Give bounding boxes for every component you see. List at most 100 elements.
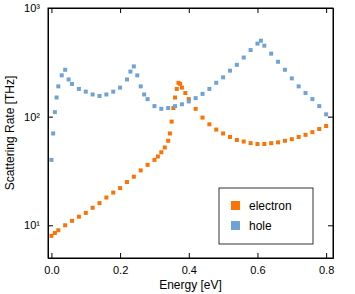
chart: 0.00.20.40.60.810¹10²10³Energy [eV]Scatt…: [0, 0, 355, 294]
marker: [180, 86, 184, 90]
marker: [242, 56, 246, 60]
tick: [120, 8, 121, 13]
marker: [317, 104, 321, 108]
marker: [290, 76, 294, 80]
tick-mark: [257, 8, 258, 13]
marker: [125, 77, 129, 81]
marker: [317, 127, 321, 131]
marker: [146, 163, 150, 167]
marker: [207, 122, 211, 126]
x-axis-title: Energy [eV]: [159, 278, 222, 292]
marker: [60, 73, 64, 77]
marker: [142, 92, 146, 96]
tick-mark: [48, 8, 53, 9]
marker: [104, 196, 108, 200]
marker: [235, 138, 239, 142]
tick-mark: [328, 225, 333, 226]
marker: [77, 87, 81, 91]
marker: [173, 104, 177, 108]
marker: [77, 215, 81, 219]
marker: [297, 84, 301, 88]
marker: [235, 63, 239, 67]
marker: [166, 139, 170, 143]
marker: [84, 211, 88, 215]
marker: [49, 234, 53, 238]
tick-mark: [48, 225, 53, 226]
marker: [269, 141, 273, 145]
tick: [328, 8, 333, 9]
marker: [84, 90, 88, 94]
tick-label: 0.6: [250, 264, 265, 276]
legend-label: electron: [249, 199, 292, 213]
marker: [118, 86, 122, 90]
marker: [194, 96, 198, 100]
tick-mark: [257, 253, 258, 258]
marker: [228, 135, 232, 139]
marker: [67, 77, 71, 81]
tick: 10²: [24, 111, 53, 123]
tick: [326, 8, 327, 13]
marker: [221, 75, 225, 79]
marker: [132, 175, 136, 179]
marker: [163, 146, 167, 150]
y-axis-right: [328, 9, 334, 259]
marker: [255, 142, 259, 146]
legend-label: hole: [249, 219, 272, 233]
axis-line: [48, 9, 49, 259]
marker: [166, 106, 170, 110]
tick-mark: [189, 8, 190, 13]
marker: [118, 186, 122, 190]
frame: [48, 8, 333, 258]
x-axis-top: [49, 8, 334, 13]
marker: [98, 201, 102, 205]
tick-mark: [120, 253, 121, 258]
marker: [249, 141, 253, 145]
axis-line: [49, 8, 334, 9]
marker: [175, 87, 179, 91]
tick-mark: [326, 253, 327, 258]
tick: 0.2: [113, 253, 128, 276]
marker: [194, 107, 198, 111]
marker: [180, 102, 184, 106]
x-axis: 0.00.20.40.60.8: [44, 253, 334, 276]
marker: [139, 168, 143, 172]
marker: [63, 68, 67, 72]
marker: [324, 112, 328, 116]
marker: [304, 133, 308, 137]
marker: [201, 92, 205, 96]
marker: [125, 180, 129, 184]
marker: [214, 81, 218, 85]
tick: [189, 8, 190, 13]
marker: [104, 92, 108, 96]
marker: [168, 131, 172, 135]
marker: [283, 68, 287, 72]
marker: [221, 131, 225, 135]
plot-area: [49, 39, 328, 238]
marker: [310, 130, 314, 134]
tick-mark: [51, 253, 52, 258]
marker: [207, 87, 211, 91]
tick-label: 0.8: [319, 264, 334, 276]
marker: [170, 120, 174, 124]
marker: [214, 128, 218, 132]
marker: [178, 82, 182, 86]
legend-swatch: [231, 221, 240, 230]
tick-mark: [48, 117, 53, 118]
marker: [304, 91, 308, 95]
marker: [91, 206, 95, 210]
marker: [310, 97, 314, 101]
marker: [146, 97, 150, 101]
tick: [328, 117, 333, 118]
tick: 0.6: [250, 253, 265, 276]
tick-mark: [189, 253, 190, 258]
marker: [98, 94, 102, 98]
marker: [262, 142, 266, 146]
series-1: [49, 39, 328, 162]
marker: [111, 191, 115, 195]
marker: [259, 39, 263, 43]
marker: [262, 44, 266, 48]
tick: 10³: [24, 2, 53, 14]
tick: 10¹: [24, 219, 53, 231]
marker: [55, 96, 59, 100]
tick-label: 0.4: [182, 264, 197, 276]
